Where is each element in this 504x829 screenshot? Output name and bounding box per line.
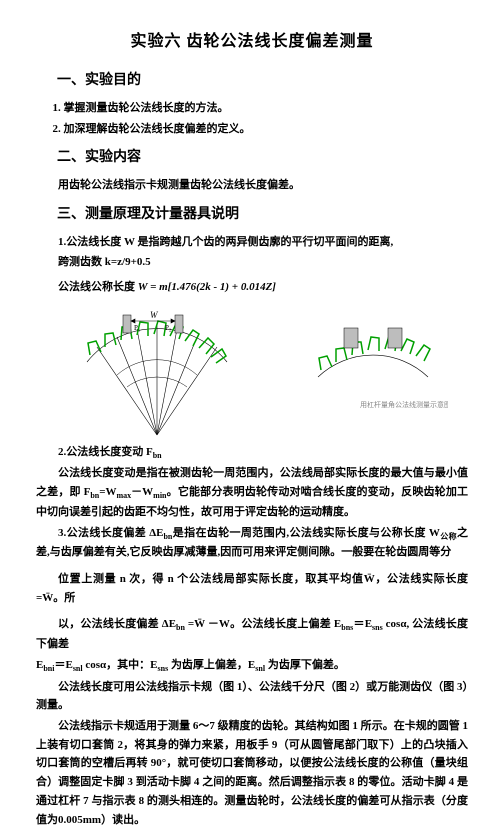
p3bs: 公称 [440, 532, 457, 541]
p5as: bn [176, 624, 185, 633]
p2-head-sub: bn [153, 451, 162, 460]
p2a3: －W [131, 486, 153, 498]
doc-title: 实验六 齿轮公法线长度偏差测量 [36, 28, 468, 55]
p6b: ＝E [54, 659, 72, 671]
p5a: 以，公法线长度偏差 ΔE [58, 618, 176, 630]
s3-p7: 公法线长度可用公法线指示卡规（图 1）、公法线千分尺（图 2）或万能测齿仪（图 … [36, 678, 468, 715]
s3-p2-head: 2.公法线长度变动 Fbn [36, 443, 468, 463]
label-P2: P₂ [165, 324, 172, 332]
p2s3: min [153, 491, 166, 500]
formula-expr: W = m[1.476(2k - 1) + 0.014Z] [138, 281, 276, 293]
gear-diagram-left: W P₁ P₂ [57, 307, 257, 437]
formula-label: 公法线公称长度 [58, 281, 135, 293]
p5cs: sns [372, 624, 383, 633]
gear-diagram-right: 用杠杆量角公法线测量示意图 [298, 317, 448, 427]
p6e: 为齿厚下偏差。 [265, 659, 345, 671]
s3-p3: 3.公法线长度偏差 ΔEbn是指在齿轮一周范围内,公法线实际长度与公称长度 W公… [36, 524, 468, 562]
p5bs: bns [341, 624, 353, 633]
p6bs: snl [73, 664, 83, 673]
p2a2: =W [99, 486, 116, 498]
p6c: cosα，其中：E [83, 659, 158, 671]
s3-p5: 以，公法线长度偏差 ΔEbn =W̄ －W。公法线长度上偏差 Ebns＝Esns… [36, 615, 468, 653]
label-P1: P₁ [134, 324, 140, 332]
s3-p1a: 1.公法线长度 W 是指跨越几个齿的两异侧齿廓的平行切平面间的距离, [36, 233, 468, 252]
p6ds: snl [255, 664, 265, 673]
p5c: ＝E [353, 618, 372, 630]
figure-row: W P₁ P₂ 用杠杆量角公法线测量示意图 [36, 307, 468, 437]
p2s2: max [117, 491, 132, 500]
p6d: 为齿厚上偏差，E [168, 659, 255, 671]
p3b: 是指在齿轮一周范围内,公法线实际长度与公称长度 W [172, 527, 440, 539]
s1-item-2: 2. 加深理解齿轮公法线长度偏差的定义。 [36, 120, 468, 139]
s3-p6: Ebni＝Esnl cosα，其中：Esns 为齿厚上偏差，Esnl 为齿厚下偏… [36, 656, 468, 676]
p5b: =W̄ －W。公法线长度上偏差 E [185, 618, 341, 630]
s3-p1c: 公法线公称长度 W = m[1.476(2k - 1) + 0.014Z] [36, 278, 468, 297]
s3-p4: 位置上测量 n 次，得 n 个公法线局部实际长度，取其平均值W̄，公法线实际长度… [36, 570, 468, 607]
p3a: 3.公法线长度偏差 ΔE [58, 527, 163, 539]
s3-p8: 公法线指示卡规适用于测量 6～7 级精度的齿轮。其结构如图 1 所示。在卡规的圆… [36, 717, 468, 829]
s3-p2-body: 公法线长度变动是指在被测齿轮一周范围内，公法线局部实际长度的最大值与最小值之差，… [36, 464, 468, 521]
s1-item-1: 1. 掌握测量齿轮公法线长度的方法。 [36, 99, 468, 118]
p6cs: sns [158, 664, 169, 673]
label-W: W [150, 310, 159, 320]
diagram-caption: 用杠杆量角公法线测量示意图 [360, 400, 448, 409]
p2-head-text: 2.公法线长度变动 F [58, 446, 153, 458]
p6as: bni [43, 664, 54, 673]
section3-heading: 三、测量原理及计量器具说明 [36, 203, 468, 227]
s2-text: 用齿轮公法线指示卡规测量齿轮公法线长度偏差。 [36, 176, 468, 195]
p2s1: bn [90, 491, 99, 500]
section2-heading: 二、实验内容 [36, 146, 468, 170]
section1-heading: 一、实验目的 [36, 69, 468, 93]
s3-p1b: 跨测齿数 k=z/9+0.5 [36, 253, 468, 272]
